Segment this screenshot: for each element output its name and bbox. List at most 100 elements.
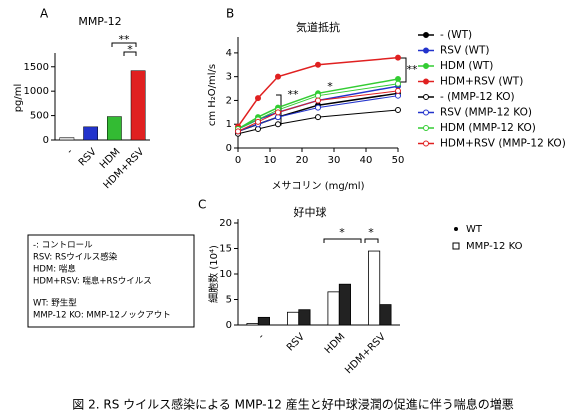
y-tick-label: 0 [43, 135, 49, 146]
legend-box-text: HDM+RSV: 喘息+RSウイルス [33, 276, 152, 287]
point [395, 92, 401, 99]
x-axis-label: メサコリン (mg/ml) [272, 180, 365, 192]
bar [379, 304, 392, 326]
legend-label: WT [466, 224, 483, 235]
y-axis-label: pg/ml [13, 84, 24, 113]
point [235, 128, 241, 135]
point [315, 61, 321, 68]
legend-label: RSV (MMP-12 KO) [440, 107, 532, 119]
y-tick-label: 15 [219, 244, 232, 255]
legend-box-text: MMP-12 KO: MMP-12ノックアウト [33, 311, 171, 321]
bar [338, 283, 351, 326]
point [395, 87, 401, 94]
x-tick-label: HDM+RSV [343, 331, 388, 376]
line [237, 109, 399, 135]
panel-label: A [40, 7, 49, 21]
point [275, 109, 281, 116]
sig-bracket [323, 238, 379, 243]
x-tick-label: HDM [323, 331, 348, 356]
annotation: * [127, 43, 133, 56]
x-tick-label: 0 [235, 155, 241, 166]
point [395, 106, 401, 113]
point [255, 95, 261, 102]
annotation: ** [119, 33, 131, 46]
x-tick-label: - [256, 331, 267, 342]
y-tick-label: 1 [226, 119, 232, 130]
point [395, 80, 401, 87]
bar [327, 291, 340, 326]
y-tick-label: 20 [219, 218, 232, 229]
annotation: * [327, 80, 333, 93]
legend-box-text: HDM: 喘息 [33, 264, 76, 275]
bar [246, 323, 259, 326]
chart-title: MMP-12 [78, 15, 121, 28]
x-tick-label: 30 [328, 155, 341, 166]
y-tick-label: 5 [226, 295, 232, 306]
y-tick-label: 1000 [24, 86, 49, 97]
y-tick-label: 4 [226, 48, 232, 59]
chart-title: 好中球 [294, 205, 327, 219]
panel-label: C [198, 198, 206, 212]
y-tick-label: 0 [226, 320, 232, 331]
x-tick-label: 20 [296, 155, 309, 166]
legend-marker [452, 242, 460, 250]
x-tick-label: RSV [77, 146, 99, 168]
legend-label: - (WT) [440, 29, 472, 41]
y-tick-label: 3 [226, 72, 232, 83]
legend-box-text: WT: 野生型 [33, 298, 77, 309]
bar [130, 70, 146, 141]
legend-label: HDM+RSV (WT) [440, 76, 523, 88]
legend-marker [423, 32, 429, 38]
legend-label: RSV (WT) [440, 45, 489, 57]
x-tick-label: RSV [285, 331, 307, 353]
legend-box-text: -: コントロール [33, 241, 93, 251]
y-tick-label: 10 [219, 269, 232, 280]
caption: 図 2. RS ウイルス感染による MMP-12 産生と好中球浸潤の促進に伴う喘… [72, 397, 513, 412]
x-tick-label: 40 [360, 155, 373, 166]
point [315, 97, 321, 104]
point [275, 114, 281, 121]
legend-box [27, 234, 195, 328]
y-tick-label: 500 [30, 111, 49, 122]
chart-title: 気道抵抗 [296, 20, 340, 34]
point [255, 125, 261, 132]
legend-label: MMP-12 KO [466, 241, 523, 252]
legend-marker [423, 125, 429, 131]
legend-marker [423, 140, 429, 147]
point [255, 118, 261, 125]
legend-label: - (MMP-12 KO) [440, 91, 515, 103]
legend-label: HDM (MMP-12 KO) [440, 122, 536, 134]
point [275, 73, 281, 80]
bar [107, 116, 122, 141]
bar [287, 311, 300, 326]
y-tick-label: 2 [226, 95, 232, 106]
annotation: * [339, 226, 345, 239]
annotation: ** [288, 88, 300, 101]
point [395, 76, 401, 83]
x-tick-label: 50 [392, 155, 405, 166]
point [395, 54, 401, 61]
y-axis-label: cm H₂O/ml/s [207, 64, 218, 126]
bar [257, 316, 270, 326]
panel-label: B [226, 7, 234, 21]
point [315, 92, 321, 99]
legend-marker [454, 227, 458, 231]
legend-marker [423, 109, 429, 116]
x-tick-label: - [65, 146, 76, 157]
sig-bracket [111, 42, 137, 56]
point [315, 114, 321, 121]
legend-box-text: RSV: RSウイルス感染 [33, 252, 118, 263]
legend-label: HDM (WT) [440, 60, 493, 72]
legend-label: HDM+RSV (MMP-12 KO) [440, 138, 566, 150]
legend-marker [423, 47, 429, 54]
bar [368, 250, 381, 326]
bar [83, 126, 98, 141]
y-tick-label: 1500 [24, 62, 49, 73]
annotation: ** [407, 63, 419, 76]
legend-marker [423, 94, 429, 100]
point [315, 104, 321, 111]
legend-marker [423, 63, 429, 69]
bar [59, 137, 75, 141]
y-axis-label: 細胞数 (10⁴) [207, 245, 220, 303]
